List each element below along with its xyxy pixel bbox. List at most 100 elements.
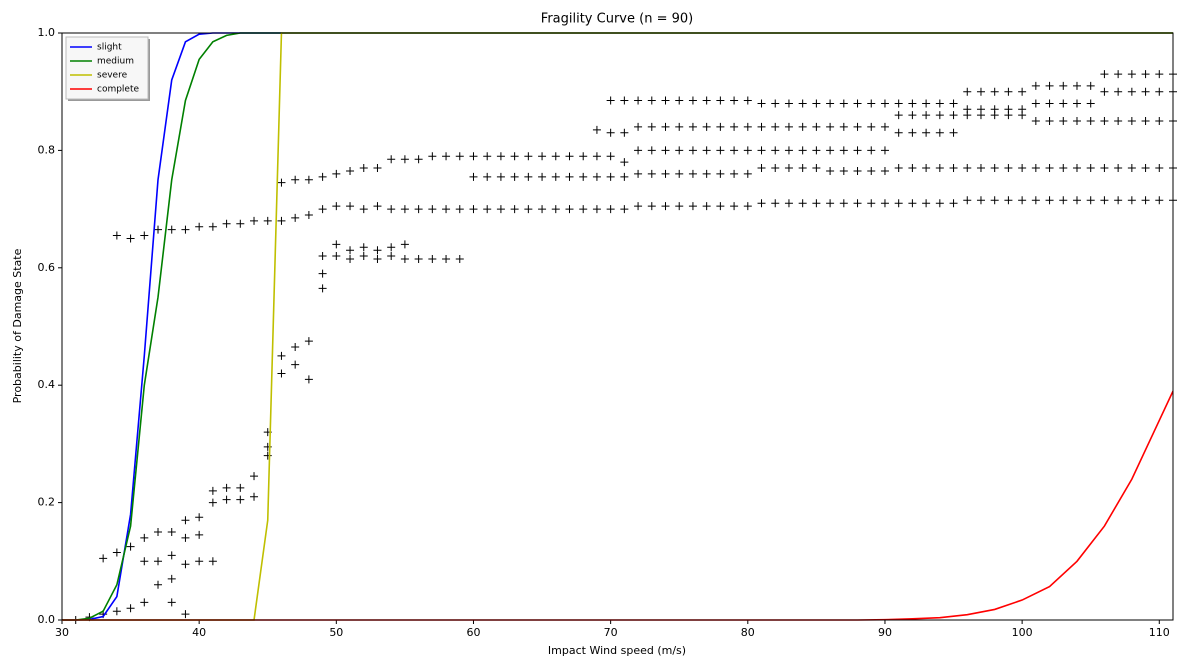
sample-point xyxy=(579,205,588,214)
sample-point xyxy=(771,164,780,173)
sample-point xyxy=(1141,87,1150,96)
sample-point xyxy=(1114,196,1123,205)
sample-point xyxy=(867,122,876,131)
sample-point xyxy=(1100,196,1109,205)
sample-point xyxy=(250,492,259,501)
sample-point xyxy=(867,166,876,175)
y-tick-label: 0.2 xyxy=(38,496,56,509)
sample-point xyxy=(784,99,793,108)
sample-point xyxy=(332,202,341,211)
sample-point xyxy=(757,164,766,173)
sample-point xyxy=(167,527,176,536)
sample-point xyxy=(277,369,286,378)
sample-point xyxy=(332,240,341,249)
sample-point xyxy=(1059,117,1068,126)
sample-point xyxy=(990,87,999,96)
sample-point xyxy=(208,557,217,566)
sample-point xyxy=(771,99,780,108)
sample-point xyxy=(757,99,766,108)
sample-point xyxy=(154,225,163,234)
sample-point xyxy=(757,146,766,155)
y-tick-label: 0.0 xyxy=(38,613,56,626)
sample-point xyxy=(661,122,670,131)
sample-point xyxy=(812,164,821,173)
sample-point xyxy=(880,166,889,175)
x-tick-label: 90 xyxy=(878,626,892,639)
sample-point xyxy=(428,205,437,214)
sample-point xyxy=(442,254,451,263)
sample-point xyxy=(483,205,492,214)
sample-point xyxy=(250,216,259,225)
sample-point xyxy=(976,164,985,173)
sample-point xyxy=(1045,99,1054,108)
sample-point xyxy=(1031,196,1040,205)
sample-point xyxy=(510,152,519,161)
sample-point xyxy=(826,166,835,175)
sample-point xyxy=(524,152,533,161)
sample-point xyxy=(730,96,739,105)
sample-point xyxy=(880,122,889,131)
sample-point xyxy=(1141,196,1150,205)
sample-point xyxy=(318,252,327,261)
sample-point xyxy=(263,216,272,225)
sample-point xyxy=(1031,117,1040,126)
sample-point xyxy=(222,495,231,504)
sample-point xyxy=(510,172,519,181)
x-tick-label: 70 xyxy=(604,626,618,639)
sample-point xyxy=(126,542,135,551)
x-tick-label: 60 xyxy=(466,626,480,639)
sample-point xyxy=(606,96,615,105)
sample-point xyxy=(647,146,656,155)
sample-point xyxy=(373,246,382,255)
sample-point xyxy=(661,96,670,105)
y-tick-label: 0.8 xyxy=(38,143,56,156)
sample-point xyxy=(400,240,409,249)
series-line xyxy=(62,32,1173,621)
sample-point xyxy=(935,199,944,208)
sample-point xyxy=(757,199,766,208)
sample-point xyxy=(634,122,643,131)
sample-point xyxy=(880,199,889,208)
sample-point xyxy=(798,99,807,108)
sample-point xyxy=(222,219,231,228)
sample-point xyxy=(1018,164,1027,173)
sample-point xyxy=(1059,164,1068,173)
sample-point xyxy=(181,225,190,234)
y-tick-label: 0.6 xyxy=(38,261,56,274)
sample-point xyxy=(716,146,725,155)
x-tick-label: 30 xyxy=(55,626,69,639)
sample-point xyxy=(1072,164,1081,173)
sample-point xyxy=(387,205,396,214)
sample-point xyxy=(263,451,272,460)
sample-point xyxy=(1141,117,1150,126)
sample-point xyxy=(1114,87,1123,96)
sample-point xyxy=(1127,196,1136,205)
series-line xyxy=(62,390,1173,621)
samples xyxy=(71,70,1177,624)
sample-point xyxy=(359,164,368,173)
sample-point xyxy=(743,146,752,155)
sample-point xyxy=(839,146,848,155)
sample-point xyxy=(208,222,217,231)
sample-point xyxy=(428,254,437,263)
sample-point xyxy=(688,202,697,211)
sample-point xyxy=(798,122,807,131)
sample-point xyxy=(181,610,190,619)
sample-point xyxy=(963,164,972,173)
sample-point xyxy=(661,146,670,155)
sample-point xyxy=(400,155,409,164)
sample-point xyxy=(990,164,999,173)
sample-point xyxy=(195,222,204,231)
sample-point xyxy=(483,152,492,161)
sample-point xyxy=(702,96,711,105)
sample-point xyxy=(1072,99,1081,108)
sample-point xyxy=(140,533,149,542)
sample-point xyxy=(922,164,931,173)
sample-point xyxy=(730,146,739,155)
sample-point xyxy=(606,152,615,161)
series-line xyxy=(62,32,1173,621)
legend-label: complete xyxy=(97,85,140,95)
sample-point xyxy=(469,205,478,214)
legend-label: medium xyxy=(97,57,134,67)
sample-point xyxy=(839,199,848,208)
